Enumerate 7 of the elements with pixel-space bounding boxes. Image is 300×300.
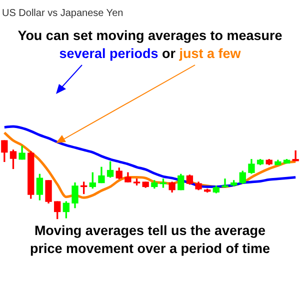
candlestick [222,178,228,188]
text: or [162,46,176,61]
text: just a few [179,46,241,61]
chart-title: US Dollar vs Japanese Yen [2,8,124,19]
text: several periods [59,46,158,61]
text: You can set moving averages to measure [16,27,284,45]
text: Moving averages tell us the average price movement over a period of time [28,222,272,258]
